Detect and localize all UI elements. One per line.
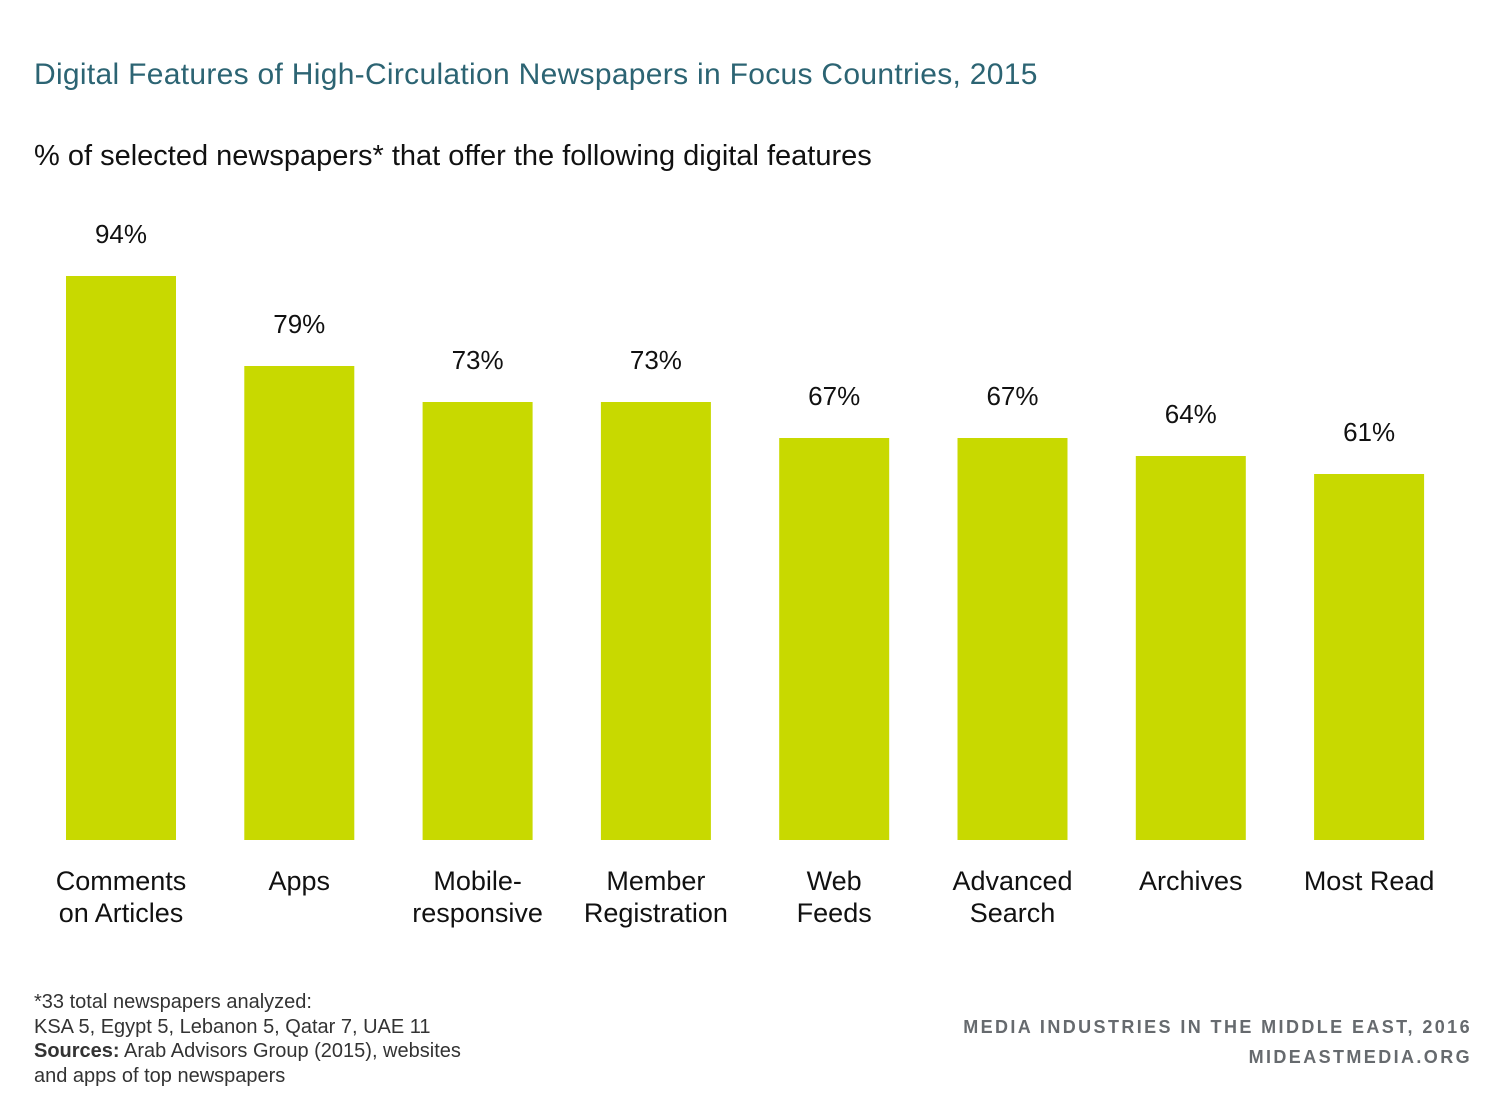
category-label: Feeds: [797, 898, 872, 928]
footnote-sources: Sources: Arab Advisors Group (2015), web…: [34, 1039, 461, 1064]
value-label: 94%: [95, 219, 147, 249]
category-label: Comments: [56, 866, 187, 896]
footnote-sources-cont: and apps of top newspapers: [34, 1064, 286, 1087]
category-label: Apps: [269, 866, 331, 896]
value-label: 73%: [452, 345, 504, 375]
footnote: *33 total newspapers analyzed: KSA 5, Eg…: [34, 990, 461, 1088]
value-label: 67%: [808, 381, 860, 411]
bar: [779, 438, 890, 840]
category-label: Advanced: [952, 866, 1072, 896]
category-label: Registration: [584, 898, 728, 928]
chart-title: Digital Features of High-Circulation New…: [34, 58, 1038, 91]
category-label: Member: [606, 866, 705, 896]
category-label: Most Read: [1304, 866, 1435, 896]
value-label: 79%: [273, 309, 325, 339]
category-label: Mobile-: [433, 866, 522, 896]
category-label: responsive: [412, 898, 543, 928]
bar: [244, 366, 355, 840]
branding-publication: MEDIA INDUSTRIES IN THE MIDDLE EAST, 201…: [963, 1017, 1472, 1037]
branding-website: MIDEASTMEDIA.ORG: [1248, 1047, 1472, 1067]
sources-label: Sources:: [34, 1040, 120, 1062]
category-label: Archives: [1139, 866, 1243, 896]
value-label: 64%: [1165, 399, 1217, 429]
value-label: 67%: [986, 381, 1038, 411]
bar: [600, 402, 711, 840]
category-label: Web: [807, 866, 862, 896]
value-label: 73%: [630, 345, 682, 375]
bar: [1314, 474, 1425, 840]
footnote-total: *33 total newspapers analyzed:: [34, 991, 312, 1013]
category-label: on Articles: [59, 898, 184, 928]
value-label: 61%: [1343, 417, 1395, 447]
branding: MEDIA INDUSTRIES IN THE MIDDLE EAST, 201…: [963, 1012, 1472, 1072]
chart-subtitle: % of selected newspapers* that offer the…: [34, 140, 872, 172]
bar: [66, 276, 176, 840]
category-label: Search: [970, 898, 1056, 928]
footnote-countries: KSA 5, Egypt 5, Lebanon 5, Qatar 7, UAE …: [34, 1015, 431, 1038]
bar: [1135, 456, 1246, 840]
bar: [422, 402, 533, 840]
sources-text: Arab Advisors Group (2015), websites: [119, 1040, 461, 1062]
bar: [957, 438, 1068, 840]
